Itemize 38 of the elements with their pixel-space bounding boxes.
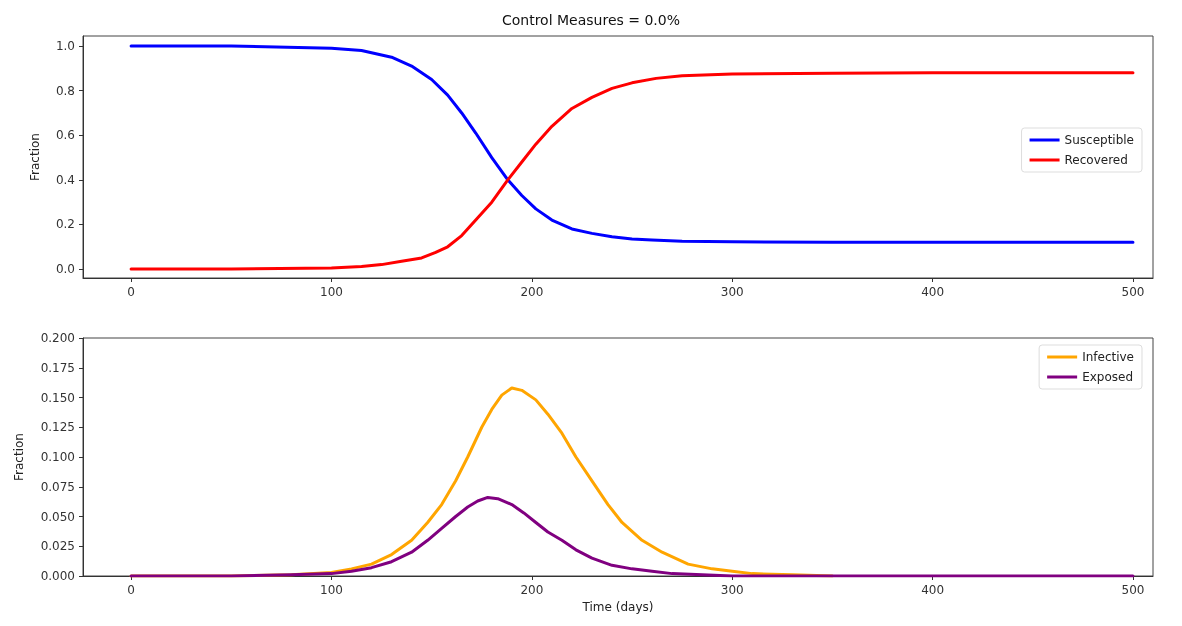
x-tick-label: 200 — [520, 285, 544, 299]
x-tick-label: 0 — [127, 285, 135, 299]
legend-label: Exposed — [1082, 370, 1134, 384]
y-tick-label: 0.150 — [40, 390, 75, 405]
x-tick-label: 400 — [921, 285, 945, 299]
x-tick-label: 500 — [1121, 583, 1145, 597]
legend-label: Infective — [1082, 350, 1134, 364]
x-tick-label: 500 — [1121, 285, 1145, 299]
legend-label: Susceptible — [1064, 133, 1135, 147]
line-series — [129, 44, 1135, 244]
chart-title: Control Measures = 0.0% — [501, 12, 681, 28]
x-tick-label: 0 — [127, 583, 135, 597]
y-tick-label: 0.0 — [55, 262, 75, 277]
line-series — [129, 495, 1135, 578]
y-tick-label: 0.175 — [40, 360, 75, 375]
y-tick-label: 0.050 — [40, 509, 75, 524]
y-axis-title: Fraction — [12, 433, 26, 481]
x-tick-label: 100 — [320, 285, 343, 299]
y-tick-label: 0.100 — [40, 450, 75, 464]
y-tick-label: 0.075 — [40, 479, 75, 494]
line-series — [129, 71, 1135, 271]
x-tick-label: 300 — [720, 285, 744, 299]
y-axis-title: Fraction — [28, 133, 42, 181]
x-tick-label: 300 — [720, 583, 744, 597]
y-tick-label: 0.2 — [55, 217, 75, 232]
y-tick-label: 0.4 — [55, 172, 75, 187]
x-axis-title: Time (days) — [581, 600, 654, 614]
x-tick-label: 100 — [320, 583, 343, 597]
y-tick-label: 0.8 — [55, 83, 75, 98]
y-tick-label: 1.0 — [55, 39, 75, 54]
legend-label: Recovered — [1064, 153, 1128, 167]
y-tick-label: 0.025 — [40, 539, 75, 554]
x-tick-label: 400 — [921, 583, 945, 597]
y-tick-label: 0.6 — [55, 128, 75, 143]
y-tick-label: 0.125 — [40, 420, 75, 435]
x-tick-label: 200 — [520, 583, 544, 597]
y-tick-label: 0.200 — [40, 331, 75, 345]
y-tick-label: 0.000 — [40, 569, 75, 583]
